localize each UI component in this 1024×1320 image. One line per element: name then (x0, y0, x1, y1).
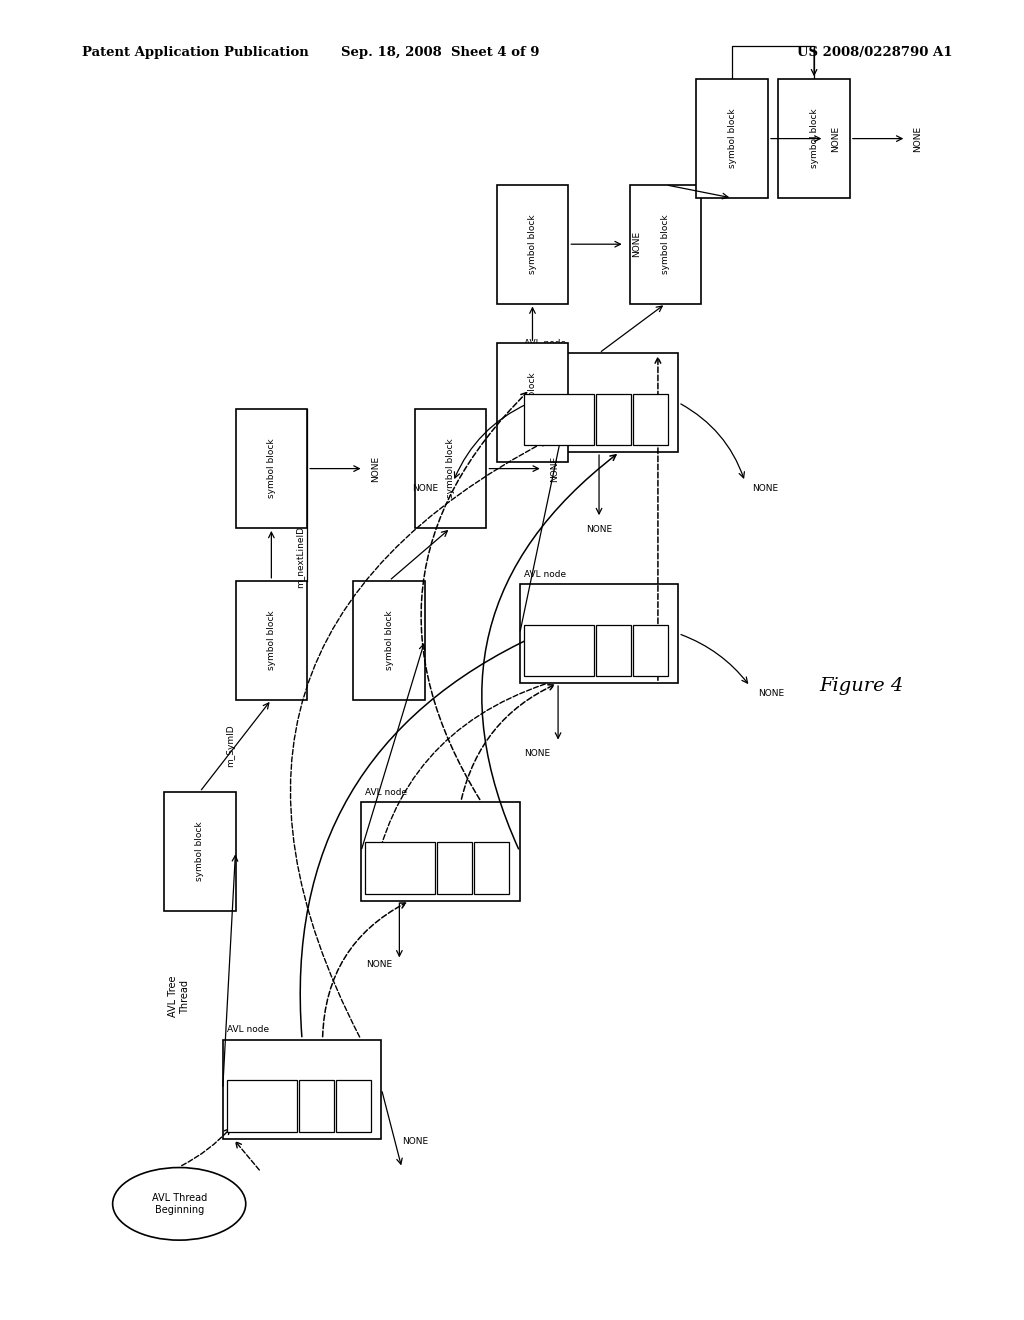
Text: NONE: NONE (758, 689, 784, 697)
Text: AVL node: AVL node (523, 339, 566, 348)
Text: NONE: NONE (913, 125, 923, 152)
Text: symbol block: symbol block (728, 108, 736, 169)
Text: left: left (452, 862, 458, 874)
Text: AVL node: AVL node (365, 788, 408, 796)
Text: NONE: NONE (752, 484, 778, 492)
Text: m_SymID: m_SymID (226, 725, 234, 767)
Text: Patent Application Publication: Patent Application Publication (82, 46, 308, 59)
Bar (360, 801, 519, 900)
Bar (519, 354, 678, 451)
Text: right: right (488, 861, 495, 876)
Bar (365, 842, 435, 894)
Text: NONE: NONE (586, 525, 612, 533)
Bar (633, 393, 668, 445)
Text: AVL node: AVL node (523, 570, 566, 578)
Bar (222, 1040, 381, 1138)
Bar (236, 581, 307, 700)
Bar (630, 185, 701, 304)
Text: symbol block: symbol block (810, 108, 818, 169)
Text: symbol block: symbol block (528, 372, 537, 433)
Bar (164, 792, 236, 911)
Text: Figure 4: Figure 4 (819, 677, 903, 696)
Text: symbol: symbol (545, 645, 572, 655)
Text: left: left (610, 644, 616, 656)
Bar (437, 842, 472, 894)
Text: symbol: symbol (386, 863, 414, 873)
Text: NONE: NONE (371, 455, 380, 482)
Text: NONE: NONE (550, 455, 559, 482)
Text: m_nextLineID: m_nextLineID (296, 527, 304, 587)
Bar (596, 624, 631, 676)
Text: left: left (610, 413, 616, 425)
Text: symbol block: symbol block (267, 610, 275, 671)
Bar (523, 393, 594, 445)
Text: AVL node: AVL node (226, 1026, 269, 1035)
Text: right: right (647, 643, 653, 659)
Bar (696, 79, 768, 198)
Bar (299, 1080, 334, 1131)
Text: symbol block: symbol block (662, 214, 670, 275)
Text: symbol block: symbol block (267, 438, 275, 499)
Text: symbol block: symbol block (385, 610, 393, 671)
Bar (415, 409, 486, 528)
Bar (633, 624, 668, 676)
Bar (474, 842, 509, 894)
Text: AVL Tree
Thread: AVL Tree Thread (168, 975, 190, 1018)
Text: Sep. 18, 2008  Sheet 4 of 9: Sep. 18, 2008 Sheet 4 of 9 (341, 46, 540, 59)
Text: NONE: NONE (401, 1138, 428, 1146)
Text: symbol block: symbol block (528, 214, 537, 275)
Text: right: right (350, 1098, 356, 1114)
Bar (236, 409, 307, 528)
Text: symbol: symbol (248, 1101, 275, 1110)
Text: right: right (647, 412, 653, 428)
Bar (596, 393, 631, 445)
Bar (226, 1080, 297, 1131)
Text: left: left (313, 1100, 319, 1111)
Bar (497, 185, 568, 304)
Text: symbol: symbol (545, 414, 572, 424)
Text: US 2008/0228790 A1: US 2008/0228790 A1 (797, 46, 952, 59)
Bar (336, 1080, 371, 1131)
Bar (523, 624, 594, 676)
Text: symbol block: symbol block (446, 438, 455, 499)
Text: symbol block: symbol block (196, 821, 204, 882)
Bar (778, 79, 850, 198)
Text: NONE: NONE (524, 748, 551, 758)
Text: NONE: NONE (632, 231, 641, 257)
Text: NONE: NONE (366, 961, 392, 969)
Bar (353, 581, 425, 700)
Ellipse shape (113, 1168, 246, 1241)
Bar (519, 583, 678, 682)
Text: AVL Thread
Beginning: AVL Thread Beginning (152, 1193, 207, 1214)
Text: NONE: NONE (831, 125, 841, 152)
Text: NONE: NONE (412, 484, 437, 492)
Bar (497, 343, 568, 462)
